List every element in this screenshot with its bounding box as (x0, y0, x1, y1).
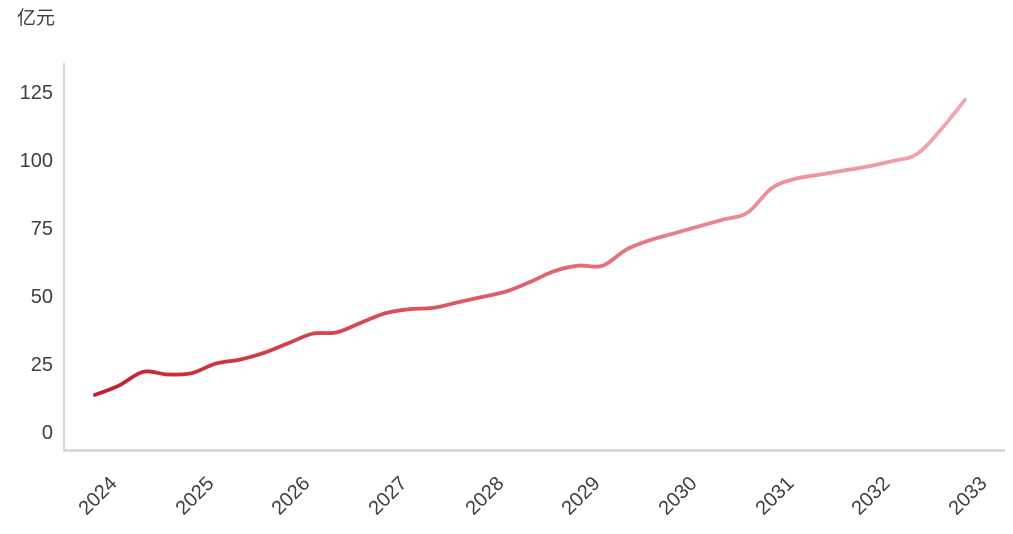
y-tick-label: 0 (41, 422, 53, 444)
y-axis-unit-label: 亿元 (17, 8, 56, 29)
y-tick-label: 25 (30, 354, 53, 376)
y-tick-label: 100 (19, 150, 53, 172)
y-tick-label: 50 (30, 286, 53, 308)
y-tick-label: 125 (19, 82, 53, 104)
trend-line (93, 97, 967, 397)
y-tick-label: 75 (30, 218, 53, 240)
